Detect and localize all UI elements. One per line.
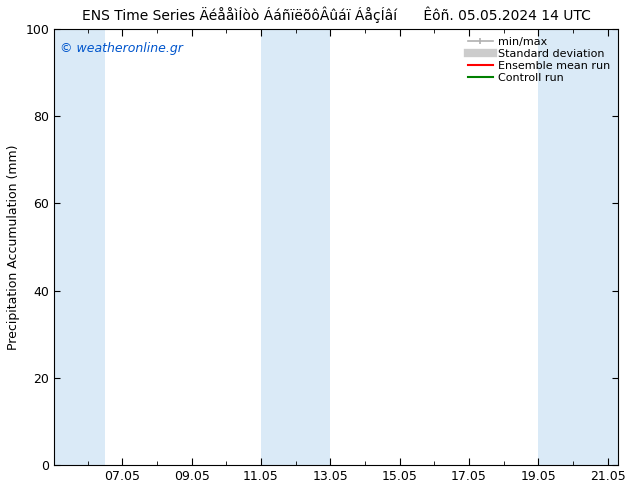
Bar bbox=[55, 29, 105, 465]
Bar bbox=[261, 29, 330, 465]
Bar bbox=[538, 29, 618, 465]
Title: ENS Time Series ÄéååìÍòò ÁáñïëõôÂûáï ÁåçÍâí      Êôñ. 05.05.2024 14 UTC: ENS Time Series ÄéååìÍòò ÁáñïëõôÂûáï Áåç… bbox=[82, 7, 591, 24]
Y-axis label: Precipitation Accumulation (mm): Precipitation Accumulation (mm) bbox=[7, 144, 20, 350]
Legend: min/max, Standard deviation, Ensemble mean run, Controll run: min/max, Standard deviation, Ensemble me… bbox=[464, 32, 615, 88]
Text: © weatheronline.gr: © weatheronline.gr bbox=[60, 42, 183, 55]
